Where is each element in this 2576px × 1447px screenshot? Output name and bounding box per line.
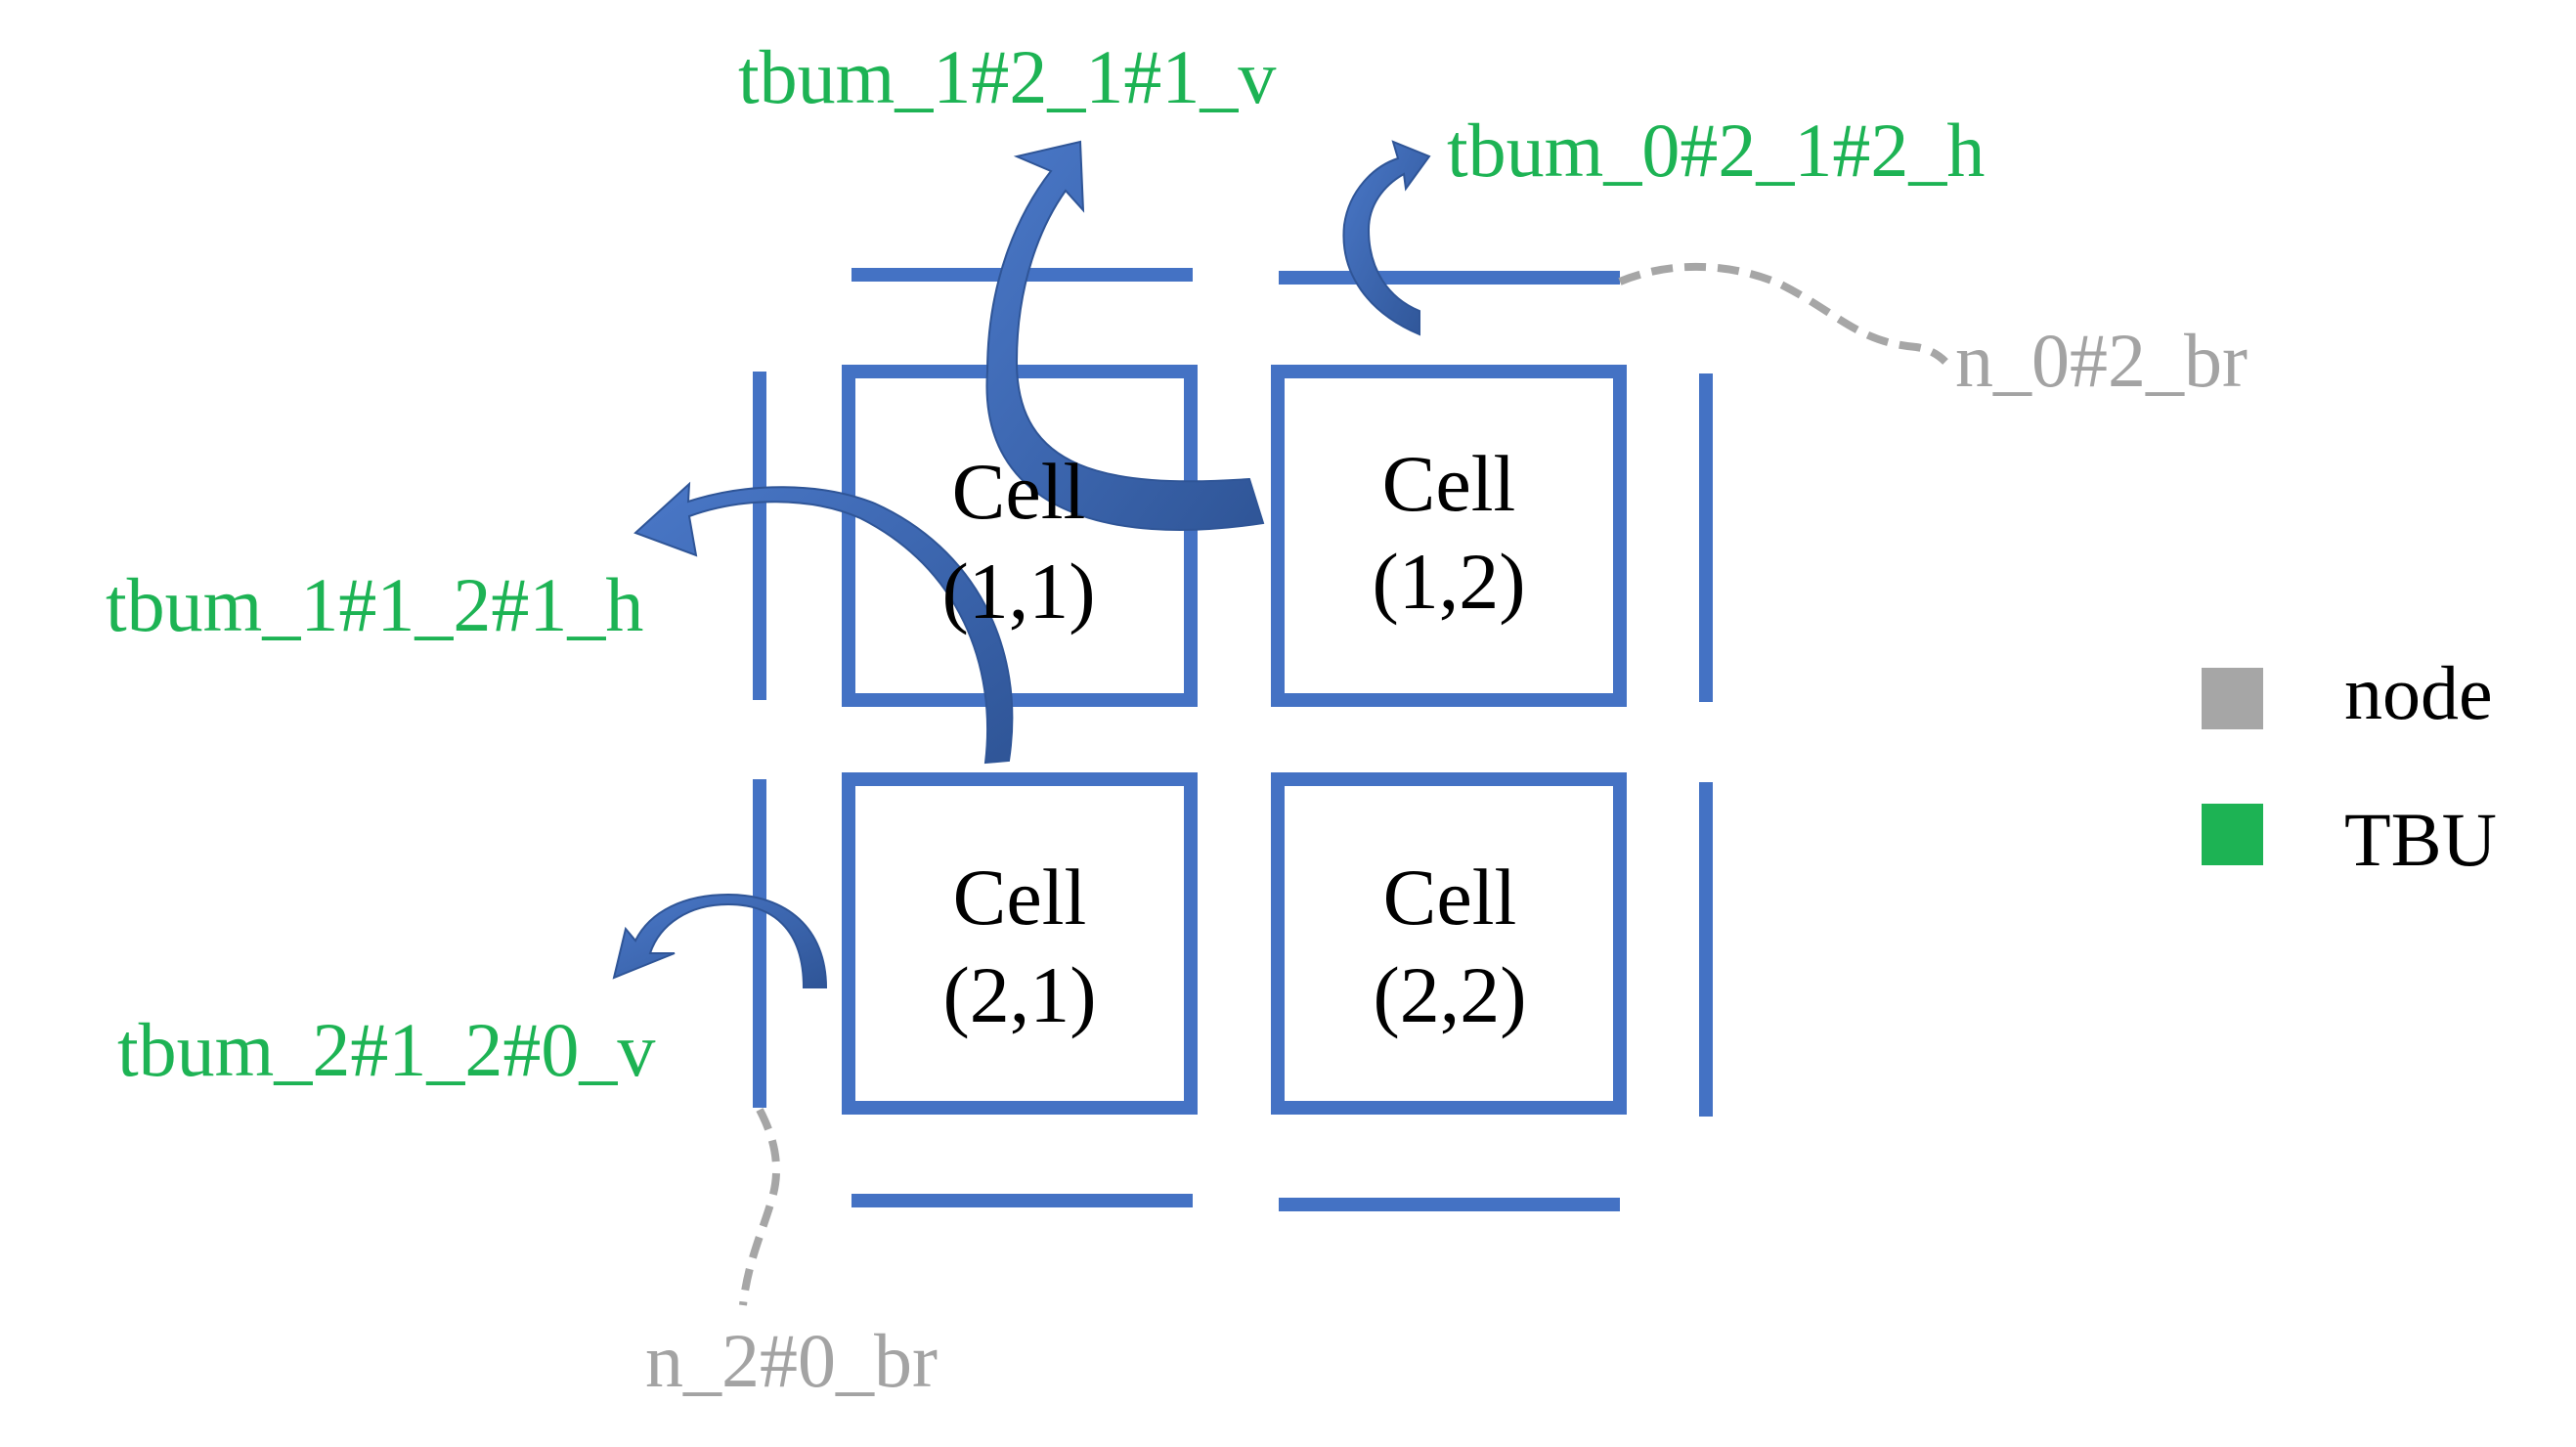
cell-2-2-coords: (2,2) [1373,950,1526,1039]
legend-label-tbu: TBU [2344,797,2497,882]
arrow-tbu-1-2-1-1-v [985,140,1265,531]
cell-1-1-title: Cell [952,447,1086,536]
arrow-tbu-1-1-2-1-h [633,481,1014,765]
cell-2-1-coords: (2,1) [942,950,1096,1039]
cell-1-1-coords: (1,1) [941,547,1095,636]
node-label-upper-right: n_0#2_br [1955,318,2248,403]
cell-box-2-2 [1271,772,1627,1115]
arrow-tbu-0-2-1-2-h [1342,140,1431,336]
tbu-label-top-right: tbum_0#2_1#2_h [1447,108,1985,193]
tbu-label-top-left: tbum_1#2_1#1_v [738,34,1276,119]
cell-2-2-title: Cell [1383,853,1517,942]
tbu-label-bottom-left: tbum_2#1_2#0_v [117,1007,655,1092]
legend-label-node: node [2344,650,2493,735]
cell-1-2-title: Cell [1382,439,1516,528]
node-leader-upper-right [1618,262,1948,365]
arrow-tbu-2-1-2-0-v [612,893,828,988]
legend-swatch-node [2202,668,2263,729]
node-label-lower-left: n_2#0_br [645,1318,938,1403]
cell-box-1-2 [1271,365,1627,707]
cell-box-1-1 [842,365,1198,707]
tbu-label-mid-left: tbum_1#1_2#1_h [106,562,643,647]
cell-2-1-title: Cell [953,853,1087,942]
legend-swatch-tbu [2202,804,2263,865]
cell-1-2-coords: (1,2) [1372,537,1525,626]
cell-box-2-1 [842,772,1198,1115]
node-leader-lower-left [739,1108,781,1306]
